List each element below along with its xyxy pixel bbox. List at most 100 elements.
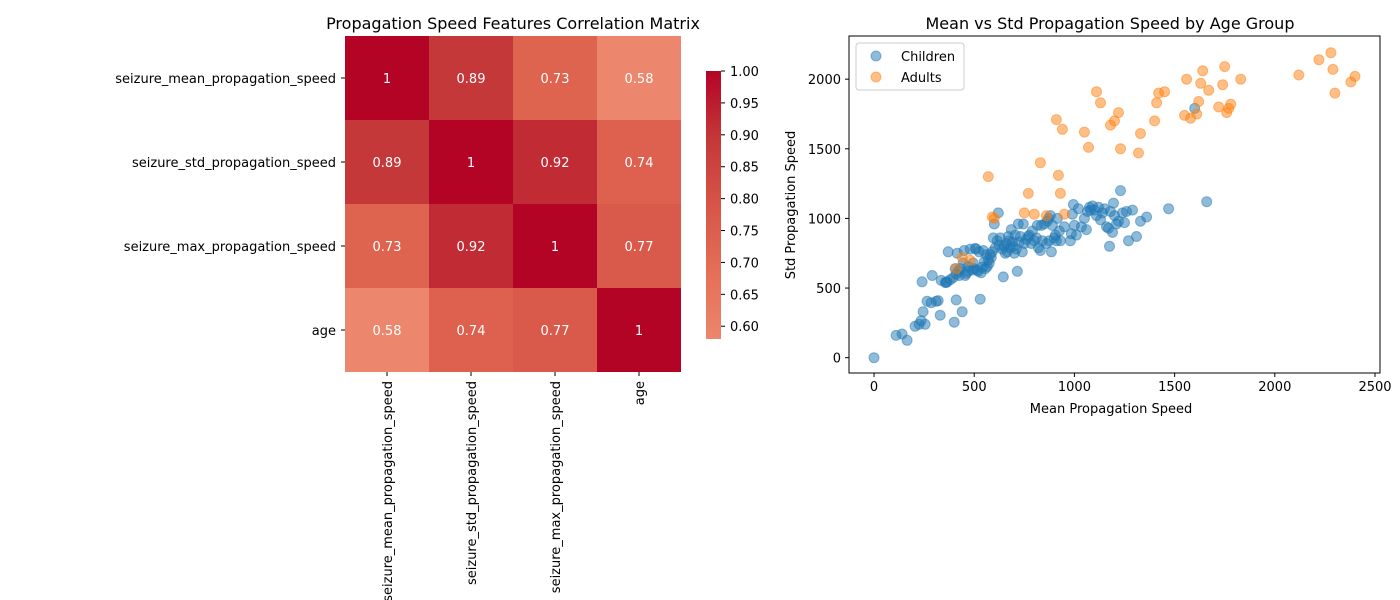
legend-label-children: Children [901, 50, 955, 65]
scatter-point-adults [1054, 187, 1066, 199]
scatter-point-adults [1091, 86, 1102, 98]
heatmap-cell [513, 288, 597, 372]
scatter-point-adults [1056, 123, 1068, 135]
scatter-points [868, 47, 1361, 364]
scatter-point-adults [1149, 115, 1161, 127]
scatter-point-children [997, 271, 1009, 283]
heatmap-cell [345, 288, 429, 372]
heatmap-cell [513, 204, 597, 288]
scatter-point-children [1070, 229, 1082, 241]
scatter-point-children [1201, 196, 1213, 208]
scatter-point-adults [1313, 54, 1325, 66]
heatmap-cell [513, 120, 597, 204]
scatter-legend: Children Adults [855, 42, 965, 91]
scatter-point-children [948, 316, 960, 328]
heatmap-row-label: seizure_mean_propagation_speed [115, 72, 336, 87]
scatter-point-adults [1078, 126, 1090, 138]
scatter-point-children [1115, 185, 1126, 197]
scatter-y-tick-label: 0 [833, 352, 841, 367]
heatmap-cell-label: 0.74 [625, 156, 654, 171]
scatter-y-ticks: 0 500 1000 1500 2000 [808, 73, 849, 367]
scatter-y-tick-label: 500 [816, 282, 841, 297]
scatter-point-adults [1325, 47, 1337, 59]
heatmap-row-labels: seizure_mean_propagation_speed seizure_st… [115, 72, 345, 339]
heatmap-cell [429, 120, 513, 204]
heatmap-cell-label: 0.92 [457, 240, 486, 255]
scatter-point-adults [1083, 141, 1094, 153]
scatter-point-adults [988, 212, 1000, 224]
scatter-point-children [919, 318, 931, 330]
heatmap-cell-label: 0.77 [541, 324, 570, 339]
scatter-point-adults [964, 254, 976, 266]
scatter-point-adults [950, 263, 962, 275]
heatmap-row-label: seizure_max_propagation_speed [124, 240, 336, 255]
heatmap-col-label: seizure_mean_propagation_speed [381, 381, 396, 600]
heatmap-cell-label: 1 [383, 72, 391, 87]
heatmap-cell [429, 288, 513, 372]
heatmap-cell-label: 0.73 [541, 72, 570, 87]
heatmap-panel: Propagation Speed Features Correlation M… [115, 14, 759, 600]
scatter-y-tick-label: 2000 [808, 73, 841, 88]
scatter-point-adults [1040, 210, 1052, 222]
heatmap-row-label: age [312, 324, 336, 339]
heatmap-col-label: age [633, 381, 648, 405]
heatmap-cell [429, 204, 513, 288]
heatmap-cell-label: 0.73 [373, 240, 402, 255]
heatmap-title: Propagation Speed Features Correlation M… [326, 14, 700, 33]
colorbar-tick-label: 0.80 [730, 193, 759, 208]
scatter-point-children [916, 276, 928, 288]
heatmap-cell [345, 36, 429, 120]
scatter-point-children [956, 306, 968, 318]
scatter-point-adults [1235, 73, 1247, 85]
scatter-panel: Mean vs Std Propagation Speed by Age Gro… [784, 14, 1392, 417]
scatter-point-children [926, 270, 938, 281]
colorbar-tick-label: 0.85 [730, 161, 759, 176]
scatter-point-adults [1028, 208, 1040, 220]
scatter-point-children [1011, 265, 1023, 277]
heatmap-cell-label: 0.58 [373, 324, 402, 339]
scatter-point-children [1131, 231, 1142, 242]
scatter-point-children [1045, 246, 1057, 258]
scatter-x-tick-label: 500 [962, 380, 987, 395]
scatter-point-adults [1115, 143, 1126, 155]
legend-label-adults: Adults [901, 71, 942, 86]
legend-marker-children [870, 50, 882, 62]
legend-marker-adults [870, 71, 882, 83]
scatter-point-children [942, 246, 954, 258]
heatmap-cell [597, 120, 681, 204]
scatter-point-adults [1113, 107, 1124, 119]
heatmap-cell-label: 0.92 [541, 156, 570, 171]
heatmap-cell [345, 204, 429, 288]
heatmap-col-label: seizure_std_propagation_speed [465, 381, 480, 585]
colorbar: 0.60 0.65 0.70 0.75 0.80 0.85 0.90 0.95 1.00 [706, 65, 759, 339]
scatter-point-adults [1151, 97, 1163, 109]
colorbar-tick-label: 0.65 [730, 288, 759, 303]
scatter-x-tick-label: 2000 [1258, 380, 1291, 395]
scatter-point-adults [1329, 87, 1341, 99]
scatter-point-children [1072, 203, 1084, 215]
scatter-point-adults [1135, 128, 1146, 139]
heatmap-col-labels: seizure_mean_propagation_speed seizure_st… [381, 372, 648, 600]
scatter-point-adults [982, 171, 994, 183]
scatter-point-children [1054, 235, 1066, 247]
scatter-point-children [1127, 204, 1138, 216]
scatter-point-children [1108, 197, 1119, 209]
colorbar-tick-label: 0.95 [730, 97, 759, 112]
scatter-x-tick-label: 1000 [1058, 380, 1091, 395]
scatter-point-adults [1349, 70, 1361, 82]
scatter-point-children [950, 294, 962, 306]
scatter-point-adults [1217, 79, 1229, 91]
scatter-point-children [1119, 217, 1130, 229]
scatter-point-adults [1327, 63, 1339, 75]
heatmap-cell [597, 288, 681, 372]
scatter-point-adults [1195, 77, 1207, 89]
scatter-point-adults [1203, 84, 1215, 96]
scatter-point-children [901, 334, 913, 346]
colorbar-gradient [706, 71, 721, 339]
scatter-point-children [1141, 211, 1153, 223]
scatter-point-adults [1293, 69, 1305, 81]
heatmap-cell-label: 0.77 [625, 240, 654, 255]
heatmap-cell-label: 0.89 [457, 72, 486, 87]
